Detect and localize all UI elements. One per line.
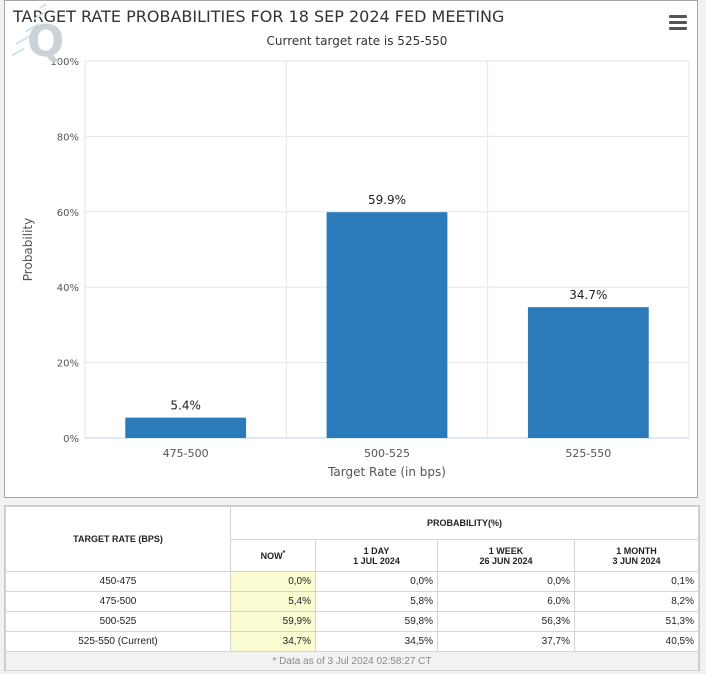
month-cell: 8,2%: [574, 591, 699, 612]
y-tick-label: 20%: [57, 359, 79, 370]
probability-table: TARGET RATE (BPS) PROBABILITY(%) NOW* 1 …: [5, 506, 699, 671]
footnote: * Data as of 3 Jul 2024 02:58:27 CT: [5, 651, 699, 671]
data-label: 34.7%: [569, 288, 607, 302]
x-tick-label: 500-525: [364, 447, 410, 460]
week-cell: 37,7%: [437, 631, 575, 652]
chart-panel: TARGET RATE PROBABILITIES FOR 18 SEP 202…: [4, 0, 698, 498]
rate-cell: 450-475: [5, 571, 231, 592]
svg-text:Q: Q: [27, 16, 64, 67]
y-tick-label: 80%: [57, 132, 79, 143]
hamburger-menu-icon[interactable]: [669, 15, 687, 31]
now-cell: 5,4%: [230, 591, 316, 612]
header-1-month-date: 3 JUN 2024: [612, 555, 661, 566]
week-cell: 6,0%: [437, 591, 575, 612]
bar: [527, 307, 649, 438]
y-tick-label: 40%: [57, 283, 79, 294]
table-row: 475-500 5,4% 5,8% 6,0% 8,2%: [5, 591, 699, 612]
y-tick-label: 100%: [50, 57, 79, 68]
day-cell: 59,8%: [315, 611, 438, 632]
bar: [326, 212, 448, 438]
header-1-week: 1 WEEK 26 JUN 2024: [437, 539, 575, 572]
probability-table-panel: TARGET RATE (BPS) PROBABILITY(%) NOW* 1 …: [4, 505, 700, 671]
rate-cell: 500-525: [5, 611, 231, 632]
rate-cell: 475-500: [5, 591, 231, 612]
header-1-day-label: 1 DAY: [363, 545, 390, 556]
data-label: 59.9%: [368, 193, 406, 207]
data-label: 5.4%: [170, 399, 201, 413]
now-cell: 0,0%: [230, 571, 316, 592]
month-cell: 40,5%: [574, 631, 699, 652]
bar: [125, 417, 247, 438]
header-1-day-date: 1 JUL 2024: [353, 555, 400, 566]
header-now-label: NOW: [260, 551, 283, 561]
header-1-month-label: 1 MONTH: [616, 545, 657, 556]
header-1-week-date: 26 JUN 2024: [479, 555, 533, 566]
header-target-rate: TARGET RATE (BPS): [5, 506, 231, 572]
week-cell: 56,3%: [437, 611, 575, 632]
now-cell: 59,9%: [230, 611, 316, 632]
table-row: 525-550 (Current) 34,7% 34,5% 37,7% 40,5…: [5, 631, 699, 652]
day-cell: 34,5%: [315, 631, 438, 652]
chart-subtitle: Current target rate is 525-550: [267, 34, 448, 48]
week-cell: 0,0%: [437, 571, 575, 592]
header-1-month: 1 MONTH 3 JUN 2024: [574, 539, 699, 572]
day-cell: 0,0%: [315, 571, 438, 592]
header-now: NOW*: [230, 539, 316, 572]
month-cell: 51,3%: [574, 611, 699, 632]
rate-cell: 525-550 (Current): [5, 631, 231, 652]
month-cell: 0,1%: [574, 571, 699, 592]
q-logo-icon: Q: [11, 3, 64, 67]
y-tick-label: 0%: [63, 434, 79, 445]
table-row: 450-475 0,0% 0,0% 0,0% 0,1%: [5, 571, 699, 592]
x-tick-label: 525-550: [565, 447, 611, 460]
day-cell: 5,8%: [315, 591, 438, 612]
y-tick-label: 60%: [57, 208, 79, 219]
header-now-mark: *: [282, 550, 286, 557]
chart-title: TARGET RATE PROBABILITIES FOR 18 SEP 202…: [12, 7, 504, 26]
table-row: 500-525 59,9% 59,8% 56,3% 51,3%: [5, 611, 699, 632]
header-probability: PROBABILITY(%): [230, 506, 699, 540]
x-tick-label: 475-500: [163, 447, 209, 460]
header-1-day: 1 DAY 1 JUL 2024: [315, 539, 438, 572]
x-axis-title: Target Rate (in bps): [327, 465, 446, 479]
now-cell: 34,7%: [230, 631, 316, 652]
y-axis-title: Probability: [21, 218, 35, 281]
bar-chart: TARGET RATE PROBABILITIES FOR 18 SEP 202…: [12, 7, 690, 479]
header-1-week-label: 1 WEEK: [488, 545, 524, 556]
